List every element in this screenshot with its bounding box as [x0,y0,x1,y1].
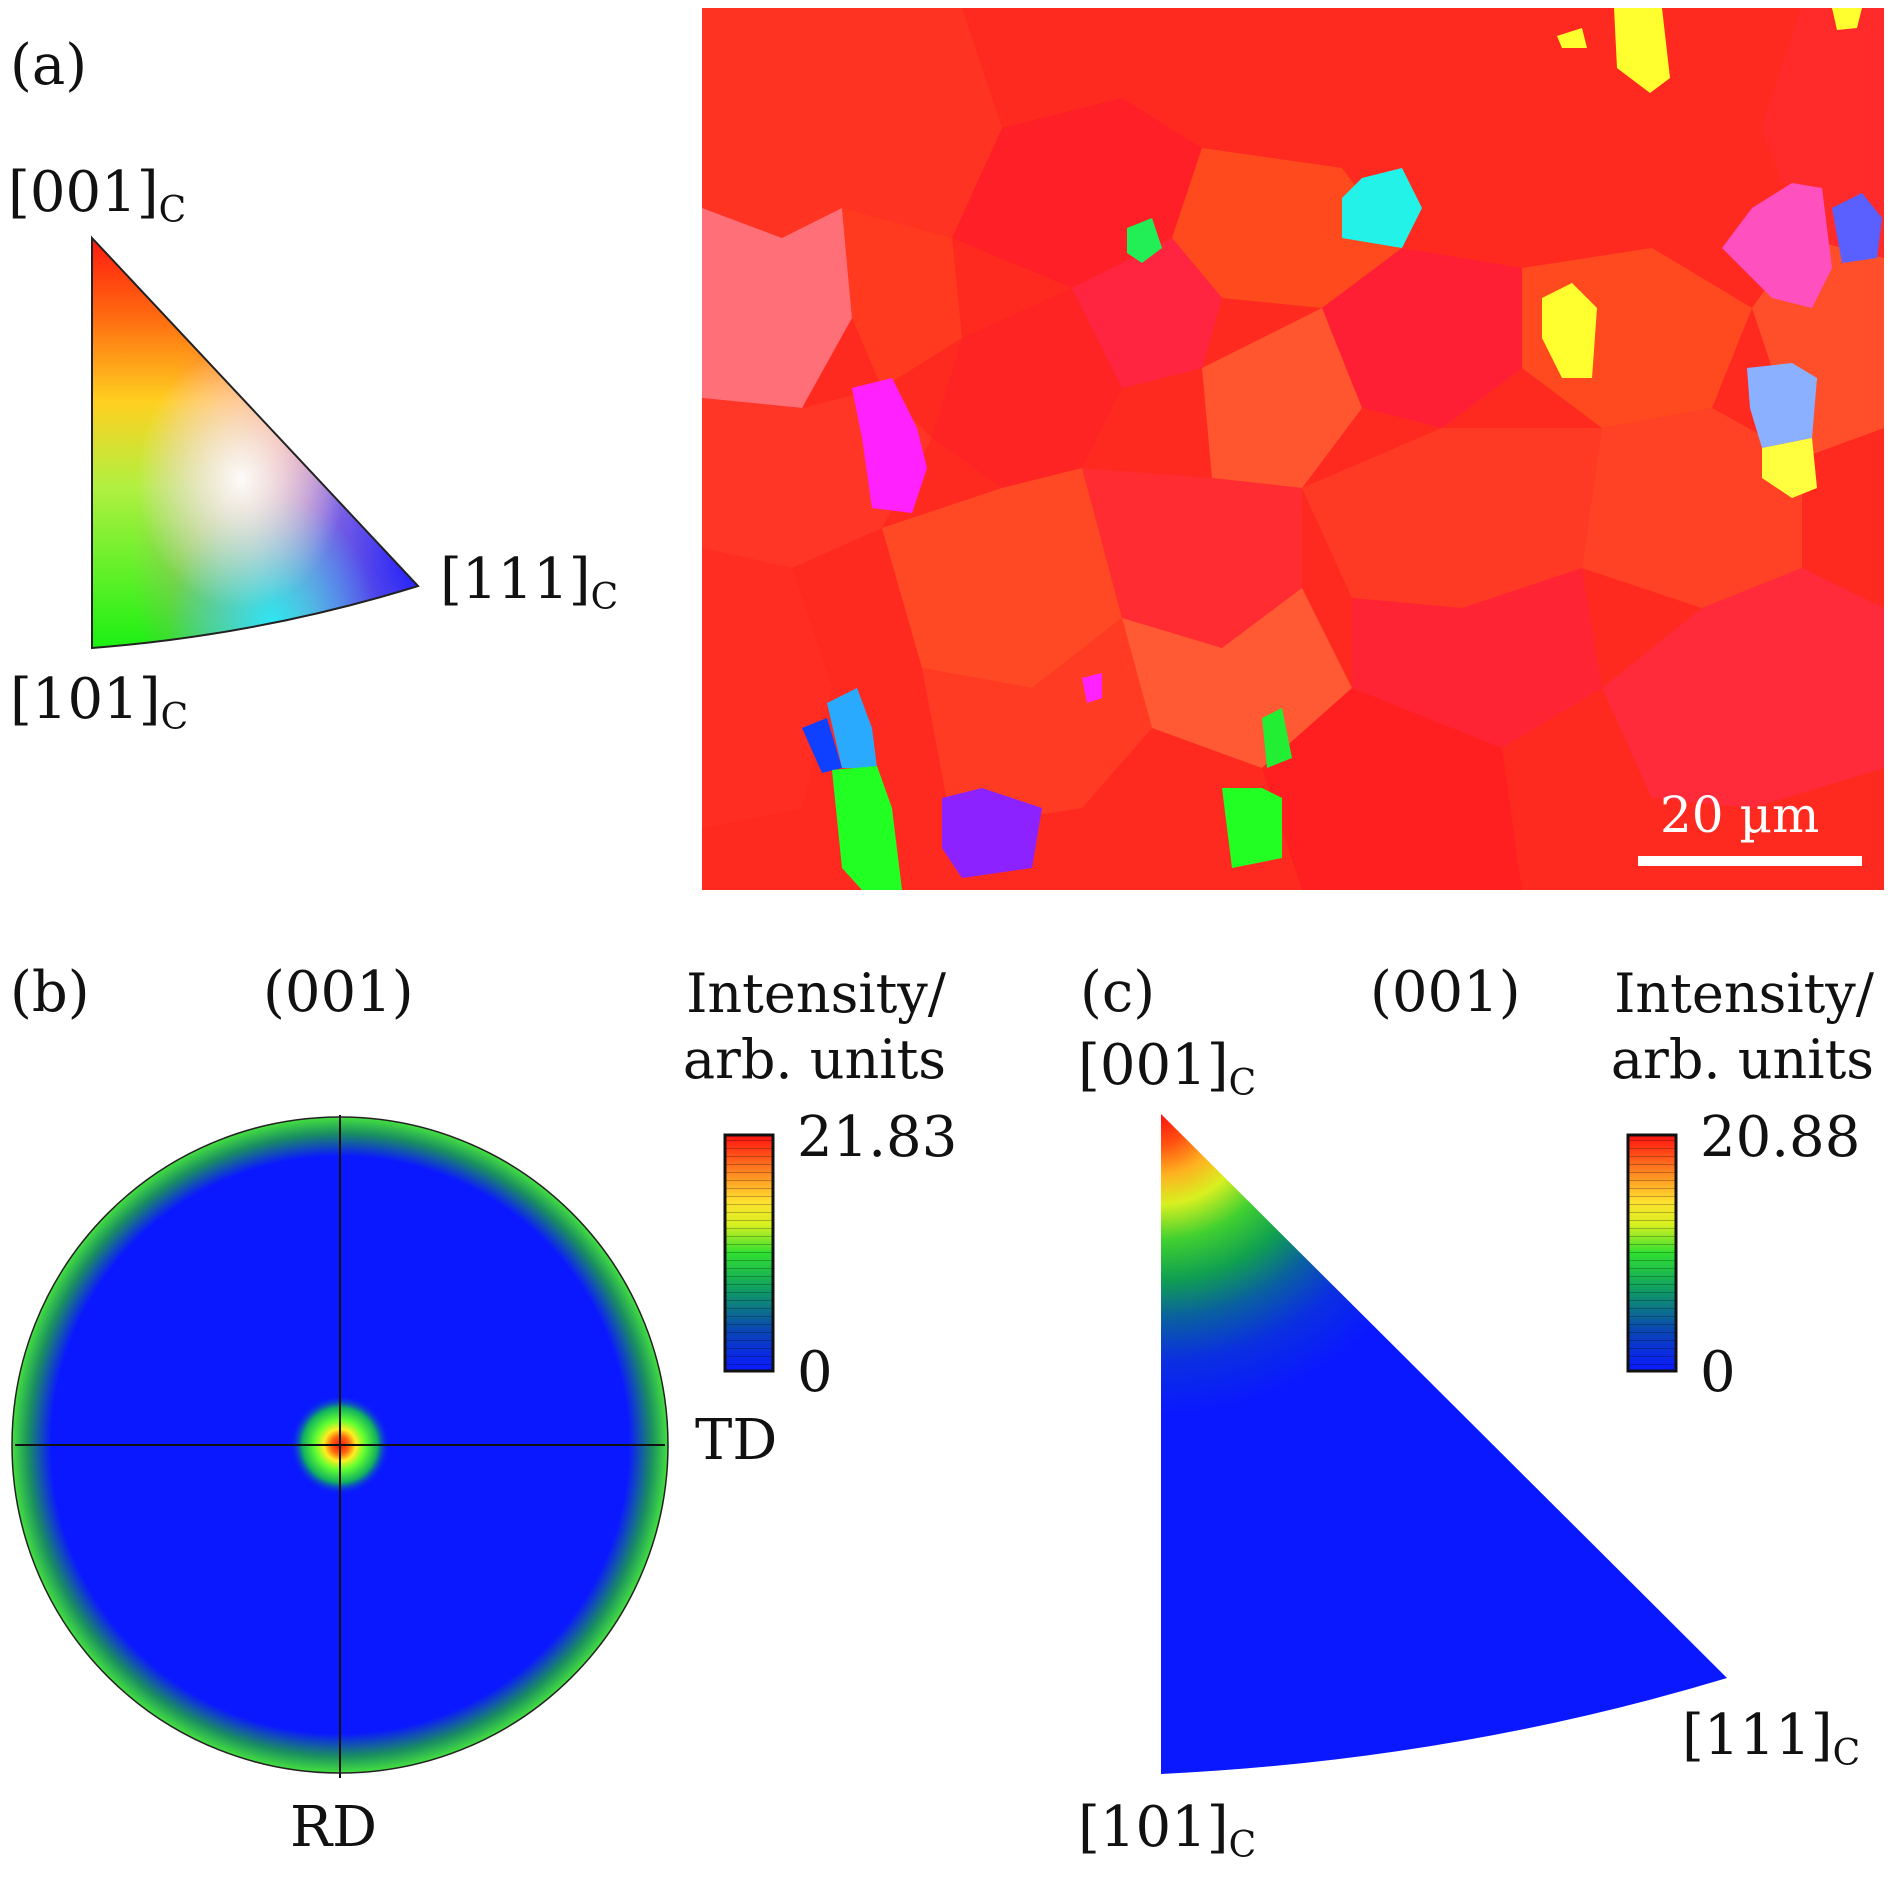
ebsd-orientation-map [702,8,1884,890]
panel-b-title: (001) [263,960,414,1025]
rd-axis-label: RD [290,1795,378,1860]
ipf-c-001-label: [001]C [1078,1033,1257,1104]
ipf-color-key-triangle [91,235,420,650]
panel-c-label: (c) [1080,960,1156,1025]
pole-figure-001 [11,1115,669,1778]
ipf-c-triangle [1161,1114,1727,1774]
ipf-c-111-label: [111]C [1682,1703,1861,1774]
ipf-key-001-label: [001]C [8,160,187,231]
ipf-key-111-label: [111]C [440,547,619,618]
colorbar-b-title: Intensity/ arb. units [682,962,946,1091]
colorbar-c-min: 0 [1700,1340,1736,1405]
ipf-key-101-label: [101]C [10,667,189,738]
colorbar-c [1626,1133,1678,1373]
ipf-c-101-label: [101]C [1078,1795,1257,1866]
colorbar-b-min: 0 [797,1340,833,1405]
colorbar-b-max: 21.83 [797,1105,958,1170]
colorbar-c-max: 20.88 [1700,1105,1861,1170]
panel-c-title: (001) [1370,960,1521,1025]
colorbar-c-title: Intensity/ arb. units [1610,962,1874,1091]
scale-bar [1638,856,1862,866]
panel-b-label: (b) [10,960,90,1025]
colorbar-b [723,1133,775,1373]
scale-bar-label: 20 µm [1660,786,1820,844]
td-axis-label: TD [695,1408,778,1473]
inverse-pole-figure-c [1161,1114,1727,1774]
panel-a-label: (a) [10,33,88,98]
